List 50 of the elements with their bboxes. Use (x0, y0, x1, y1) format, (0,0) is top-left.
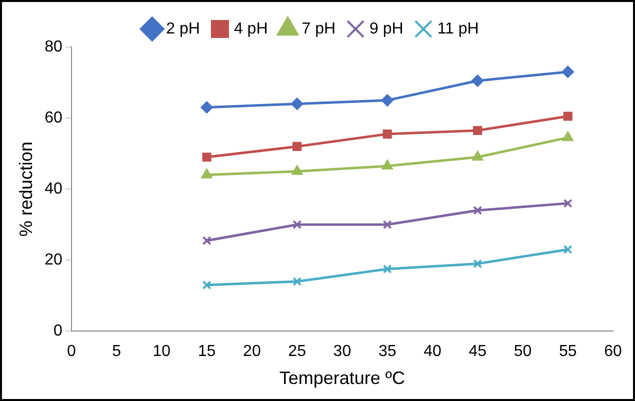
x-axis-title: Temperature ºC (279, 368, 406, 388)
y-tick-label: 40 (44, 180, 62, 198)
legend-label: 2 pH (166, 20, 200, 38)
point (472, 151, 483, 161)
y-tick-label: 80 (44, 38, 62, 56)
point (382, 160, 393, 170)
y-axis-title: % reduction (16, 142, 36, 237)
x-tick-label: 15 (198, 343, 216, 360)
x-tick-label: 20 (243, 343, 261, 360)
point (563, 244, 572, 254)
point (202, 280, 212, 290)
x-tick-label: 25 (288, 343, 306, 360)
legend-label: 4 pH (234, 20, 268, 38)
x-tick-label: 40 (424, 343, 442, 360)
x-tick-label: 10 (152, 343, 171, 360)
point (473, 259, 482, 268)
point (472, 74, 484, 87)
point (200, 101, 213, 114)
legend-label: 11 pH (437, 20, 479, 38)
x-tick-label: 30 (333, 343, 352, 360)
point (563, 112, 572, 121)
point (562, 132, 574, 142)
point (292, 165, 302, 175)
point (291, 98, 304, 110)
point (292, 220, 302, 230)
x-tick-label: 60 (604, 343, 622, 360)
x-tick-label: 35 (378, 343, 396, 360)
point (382, 220, 392, 230)
point (202, 236, 212, 246)
point (381, 94, 394, 106)
x-tick-label: 50 (514, 343, 532, 360)
point (382, 264, 392, 274)
point (473, 126, 482, 136)
point (201, 168, 212, 178)
point (292, 142, 302, 152)
point (563, 198, 572, 208)
x-tick-label: 55 (558, 343, 577, 360)
point (202, 152, 212, 162)
x-tick-label: 0 (66, 343, 76, 360)
x-tick-label: 45 (468, 343, 487, 360)
x-tick-label: 5 (112, 343, 122, 360)
point (473, 206, 482, 215)
y-tick-label: 0 (53, 322, 62, 340)
point (562, 66, 574, 78)
y-tick-label: 20 (44, 252, 62, 269)
legend-label: 9 pH (370, 20, 404, 38)
point (292, 276, 302, 286)
y-tick-label: 60 (44, 109, 62, 126)
legend-label: 7 pH (302, 20, 336, 38)
point (382, 130, 392, 139)
